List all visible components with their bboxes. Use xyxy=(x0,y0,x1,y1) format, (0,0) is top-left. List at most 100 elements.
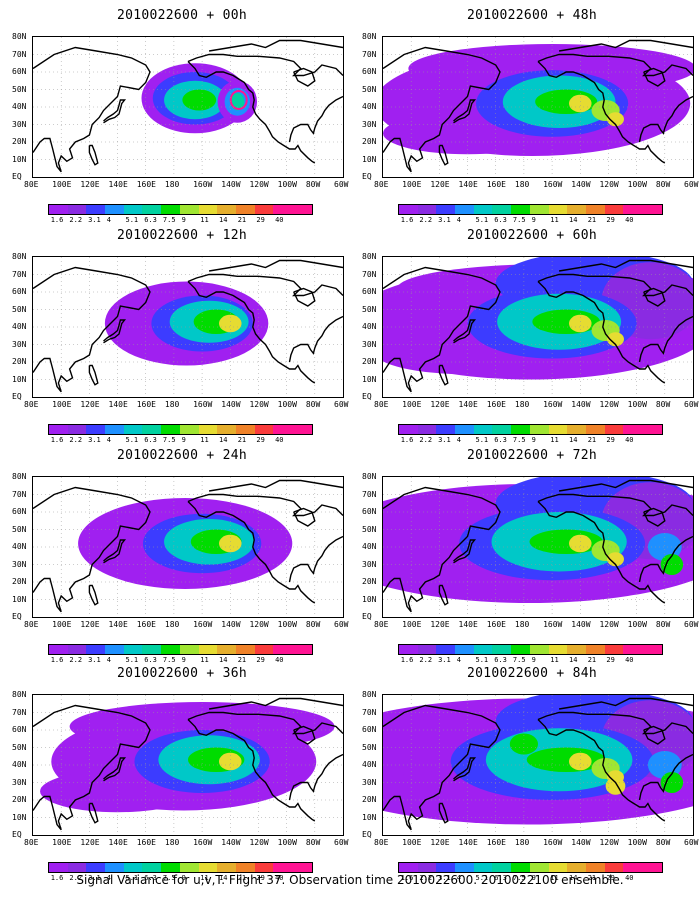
coastline xyxy=(643,725,666,745)
forecast-panel: 2010022600 + 72h 80N 70N 60N 50N 40N 30N 20N 10N… xyxy=(362,448,700,666)
longitude-label: 120W xyxy=(599,180,619,189)
coastline xyxy=(288,315,343,363)
colorbar-swatch xyxy=(492,425,512,434)
colorbar-label: 9 xyxy=(531,216,536,224)
latitude-label: 40N xyxy=(12,102,27,111)
longitude-label: 80E xyxy=(24,838,39,847)
longitude-label: 160E xyxy=(486,620,506,629)
colorbar-label: 29 xyxy=(256,656,265,664)
colorbar-label: 5.1 xyxy=(125,436,139,444)
panel-title: 2010022600 + 48h xyxy=(466,8,598,23)
colorbar-swatch xyxy=(529,205,549,214)
colorbar-label: 40 xyxy=(275,656,284,664)
longitude-label: 120W xyxy=(599,400,619,409)
colorbar-label: 9 xyxy=(531,874,536,882)
colorbar-label: 4 xyxy=(456,436,462,444)
variance-contour xyxy=(569,314,592,333)
coastline xyxy=(208,39,343,52)
coastline xyxy=(187,493,343,517)
colorbar-swatch xyxy=(254,645,274,654)
colorbar-swatch xyxy=(105,425,124,434)
longitude-label: 120E xyxy=(80,180,100,189)
colorbar-label: 29 xyxy=(606,656,615,664)
longitude-label: 160W xyxy=(543,400,563,409)
colorbar-label: 3.1 xyxy=(438,656,451,664)
colorbar-swatch xyxy=(123,645,143,654)
coastline xyxy=(537,493,693,517)
longitude-label: 160E xyxy=(486,400,506,409)
colorbar-label: 9 xyxy=(181,656,186,664)
forecast-panel: 2010022600 + 24h 80N 70N 60N 50N 40N 30N 20N 10N… xyxy=(12,448,352,666)
colorbar-swatch xyxy=(623,425,642,434)
colorbar-label: 3.1 xyxy=(438,436,451,444)
latitude-label: 60N xyxy=(362,287,377,296)
longitude-label: 80E xyxy=(24,620,39,629)
coastline xyxy=(293,507,316,527)
map-canvas xyxy=(33,257,343,397)
colorbar xyxy=(398,644,663,655)
longitude-label: 140W xyxy=(571,620,591,629)
colorbar-label: 11 xyxy=(200,874,209,882)
latitude-label: 50N xyxy=(12,742,27,752)
longitude-label: 160E xyxy=(136,180,156,189)
longitude-label: 80E xyxy=(374,620,389,629)
colorbar-swatch xyxy=(511,645,530,654)
longitude-label: 80W xyxy=(305,400,321,409)
coastline xyxy=(453,539,477,564)
longitude-label: 100E xyxy=(402,400,422,409)
longitude-label: 180 xyxy=(514,400,530,409)
colorbar-label: 7.5 xyxy=(512,216,526,224)
colorbar xyxy=(398,862,663,873)
latitude-label: EQ xyxy=(362,172,372,181)
latitude-label: 40N xyxy=(12,322,27,331)
longitude-label: 160E xyxy=(486,180,506,189)
colorbar-label: 29 xyxy=(606,874,615,882)
longitude-label: 180 xyxy=(514,180,530,189)
longitude-label: 100E xyxy=(402,180,422,189)
colorbar-swatch xyxy=(217,863,236,872)
longitude-label: 140E xyxy=(108,620,128,629)
longitude-label: 160W xyxy=(543,620,563,629)
colorbar-label: 5.1 xyxy=(125,216,139,224)
colorbar-swatch xyxy=(417,645,437,654)
latitude-label: 40N xyxy=(362,760,377,769)
longitude-label: 140E xyxy=(108,838,128,847)
colorbar-swatch xyxy=(623,645,642,654)
map-canvas xyxy=(33,695,343,835)
colorbar-swatch xyxy=(604,425,624,434)
coastline xyxy=(33,46,151,173)
longitude-label: 180 xyxy=(514,838,530,847)
colorbar-swatch xyxy=(86,645,106,654)
coastline xyxy=(383,266,501,393)
colorbar-label: 3.1 xyxy=(88,656,101,664)
colorbar-label: 11 xyxy=(550,656,559,664)
colorbar-swatch xyxy=(567,645,586,654)
latitude-label: 70N xyxy=(362,489,377,499)
colorbar-swatch xyxy=(49,645,68,654)
map-canvas xyxy=(383,695,693,835)
coastline xyxy=(208,697,343,710)
colorbar-swatch xyxy=(399,425,418,434)
colorbar xyxy=(48,862,313,873)
colorbar-swatch xyxy=(273,863,292,872)
colorbar-label: 4 xyxy=(456,656,462,664)
colorbar xyxy=(398,204,663,215)
colorbar-swatch xyxy=(198,425,218,434)
longitude-label: 120W xyxy=(249,838,269,847)
colorbar-label: 29 xyxy=(606,216,615,224)
coastline xyxy=(643,287,666,307)
latitude-label: 40N xyxy=(362,542,377,551)
latitude-label: 60N xyxy=(12,287,27,296)
coastline xyxy=(103,319,127,344)
coastline xyxy=(103,757,127,782)
latitude-label: 30N xyxy=(362,339,377,349)
colorbar-swatch xyxy=(254,863,274,872)
latitude-label: 10N xyxy=(362,154,377,164)
latitude-label: 30N xyxy=(362,777,377,787)
colorbar-label: 21 xyxy=(237,216,247,224)
latitude-label: 50N xyxy=(362,304,377,314)
colorbar-label: 4 xyxy=(106,216,112,224)
latitude-label: 10N xyxy=(362,594,377,604)
coastline xyxy=(438,364,449,386)
colorbar-swatch xyxy=(567,205,586,214)
